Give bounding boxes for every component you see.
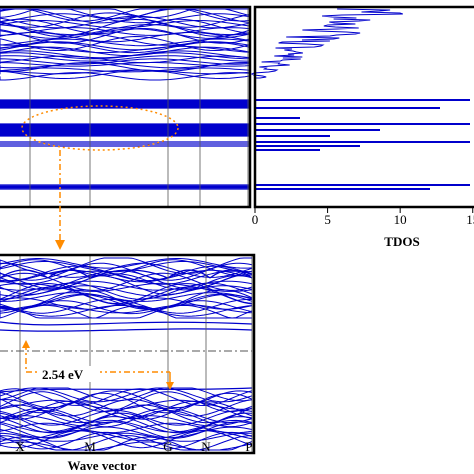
zoom-band-line xyxy=(0,441,253,451)
zoom-band-arch xyxy=(209,269,253,279)
top-band-line xyxy=(0,55,250,62)
top-band-line xyxy=(0,72,251,81)
tdos-tick-label: 0 xyxy=(252,212,259,227)
band-structure-top-panel xyxy=(0,5,252,209)
band-structure-zoom-panel: 2.54 eV X M G N P Wave vector xyxy=(0,253,256,473)
zoom-band-line xyxy=(0,305,253,319)
top-band-line xyxy=(0,12,251,28)
top-band-line xyxy=(0,38,251,47)
zoom-x-axis-title: Wave vector xyxy=(68,458,137,473)
top-band-line xyxy=(0,15,251,29)
k-point-label: G xyxy=(163,439,172,454)
top-band-line xyxy=(0,27,251,36)
zoom-band-line xyxy=(0,273,253,291)
zoom-k-gridlines xyxy=(19,255,253,453)
top-band-line xyxy=(0,35,251,52)
zoom-band-line xyxy=(0,270,253,285)
zoom-band-line xyxy=(0,435,253,451)
k-point-label: M xyxy=(84,439,96,454)
top-band-line xyxy=(0,52,251,60)
tdos-x-axis-title: TDOS xyxy=(384,234,419,249)
highlight-ellipse xyxy=(21,105,179,151)
tdos-lines xyxy=(250,8,470,190)
zoom-band-line xyxy=(0,392,253,414)
tdos-tick-label: 10 xyxy=(394,212,407,227)
k-point-label: P xyxy=(245,439,252,454)
top-band-line xyxy=(0,8,251,24)
zoom-band-line xyxy=(0,391,253,413)
zoom-connector-arrow xyxy=(55,150,65,250)
top-band-line xyxy=(0,58,251,65)
zoom-band-lines xyxy=(0,257,253,451)
zoom-band-arch xyxy=(0,269,49,279)
zoom-band-line xyxy=(0,272,253,291)
tdos-x-ticks: 0 5 10 15 xyxy=(252,207,474,227)
top-band-line xyxy=(0,46,251,57)
top-band-line xyxy=(0,61,251,69)
zoom-band-line xyxy=(0,285,253,297)
tdos-curve xyxy=(250,8,403,79)
top-band-lines xyxy=(0,8,251,190)
zoom-band-line xyxy=(0,390,253,409)
top-k-gridlines xyxy=(29,7,249,207)
zoom-band-line xyxy=(0,262,253,281)
zoom-band-line xyxy=(0,282,253,300)
tdos-tick-label: 15 xyxy=(466,212,474,227)
zoom-band-line xyxy=(0,387,253,403)
zoom-band-line xyxy=(0,269,253,283)
zoom-band-line xyxy=(0,292,253,302)
zoom-band-line xyxy=(0,300,253,315)
zoom-band-line xyxy=(0,401,253,420)
zoom-band-line xyxy=(0,298,253,314)
zoom-band-arch xyxy=(89,269,169,279)
top-band-line xyxy=(0,45,251,54)
k-point-label: X xyxy=(15,439,25,454)
top-band-line xyxy=(0,55,251,64)
zoom-band-line xyxy=(0,258,253,269)
top-band-line xyxy=(0,69,251,75)
top-band-line xyxy=(0,8,251,20)
zoom-band-arch xyxy=(167,269,211,279)
zoom-band-line xyxy=(0,304,253,317)
zoom-band-line xyxy=(0,259,253,277)
zoom-band-line xyxy=(0,419,253,433)
zoom-band-line xyxy=(0,412,253,433)
band-gap-annotation: 2.54 eV xyxy=(22,340,174,390)
tdos-panel: 0 5 10 15 TDOS xyxy=(250,5,474,249)
zoom-band-line xyxy=(0,304,252,319)
zoom-band-line xyxy=(0,304,253,314)
top-band-line xyxy=(0,31,251,43)
band-gap-label: 2.54 eV xyxy=(42,367,84,382)
tdos-tick-label: 5 xyxy=(324,212,331,227)
zoom-band-arch xyxy=(47,269,91,279)
zoom-vb-max xyxy=(0,387,253,393)
k-point-label: N xyxy=(201,439,211,454)
zoom-cb-min xyxy=(0,328,253,332)
top-band-line xyxy=(0,28,251,39)
